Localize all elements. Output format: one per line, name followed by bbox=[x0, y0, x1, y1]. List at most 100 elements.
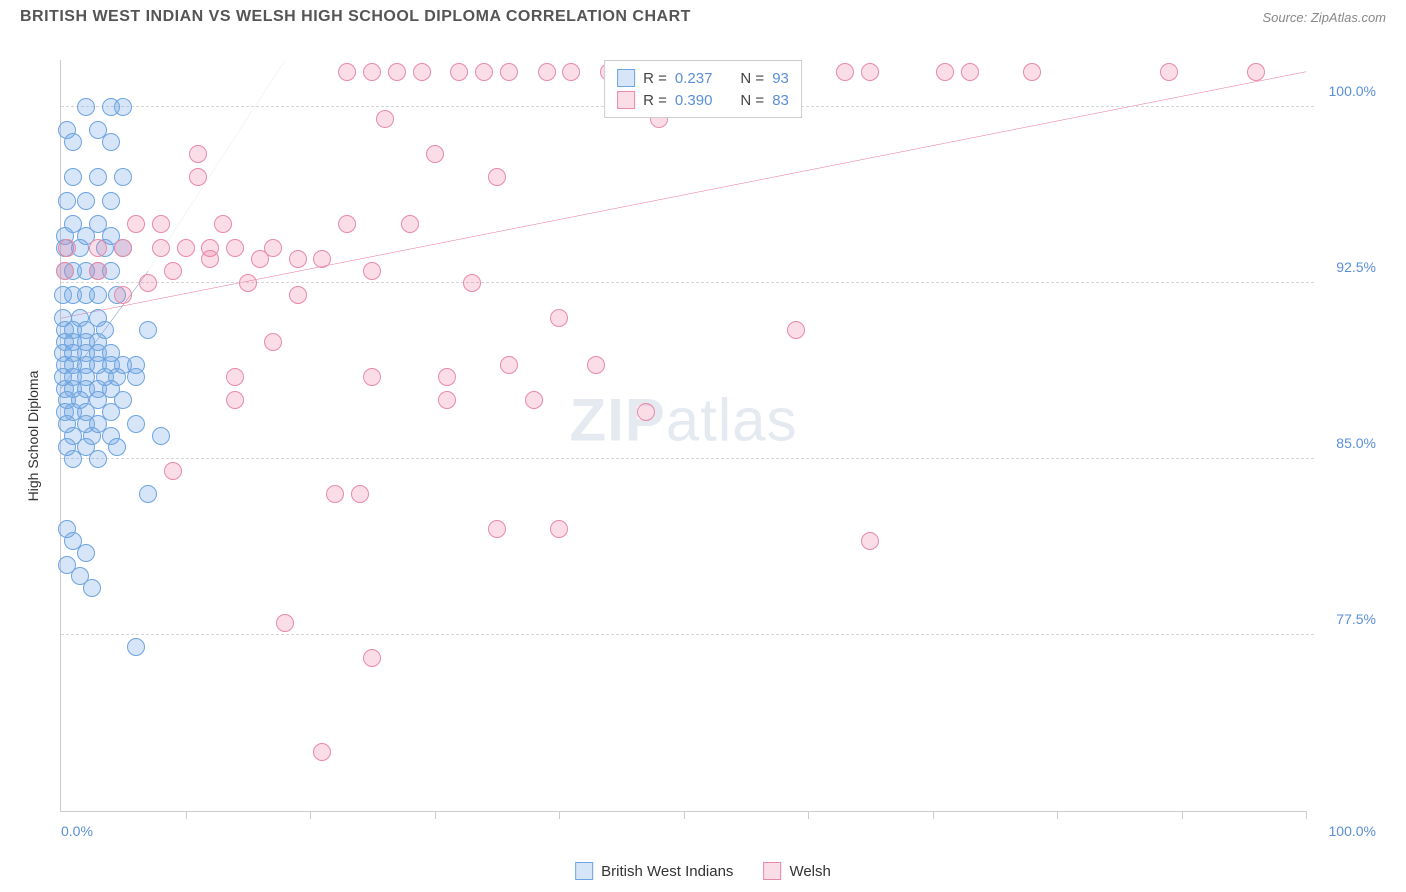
data-point bbox=[637, 403, 655, 421]
data-point bbox=[836, 63, 854, 81]
data-point bbox=[226, 368, 244, 386]
data-point bbox=[264, 333, 282, 351]
x-axis-max-label: 100.0% bbox=[1329, 823, 1376, 839]
data-point bbox=[77, 98, 95, 116]
gridline bbox=[61, 458, 1314, 459]
trend-line bbox=[148, 60, 285, 271]
data-point bbox=[189, 145, 207, 163]
data-point bbox=[787, 321, 805, 339]
x-axis-tick bbox=[1306, 811, 1307, 819]
data-point bbox=[127, 638, 145, 656]
data-point bbox=[127, 415, 145, 433]
x-axis-tick bbox=[435, 811, 436, 819]
data-point bbox=[276, 614, 294, 632]
data-point bbox=[401, 215, 419, 233]
data-point bbox=[164, 262, 182, 280]
data-point bbox=[89, 168, 107, 186]
x-axis-tick bbox=[186, 811, 187, 819]
data-point bbox=[936, 63, 954, 81]
legend-swatch bbox=[617, 69, 635, 87]
legend-item: British West Indians bbox=[575, 862, 733, 880]
n-label: N = bbox=[740, 70, 764, 87]
data-point bbox=[226, 391, 244, 409]
data-point bbox=[139, 485, 157, 503]
data-point bbox=[152, 427, 170, 445]
data-point bbox=[114, 239, 132, 257]
data-point bbox=[64, 168, 82, 186]
correlation-legend: R =0.237N =93R =0.390N =83 bbox=[604, 60, 802, 118]
data-point bbox=[289, 286, 307, 304]
data-point bbox=[64, 133, 82, 151]
data-point bbox=[438, 391, 456, 409]
data-point bbox=[114, 168, 132, 186]
data-point bbox=[214, 215, 232, 233]
data-point bbox=[108, 438, 126, 456]
data-point bbox=[152, 215, 170, 233]
data-point bbox=[388, 63, 406, 81]
x-axis-min-label: 0.0% bbox=[61, 823, 93, 839]
data-point bbox=[127, 215, 145, 233]
x-axis-tick bbox=[559, 811, 560, 819]
data-point bbox=[152, 239, 170, 257]
data-point bbox=[587, 356, 605, 374]
y-axis-title: High School Diploma bbox=[25, 370, 41, 501]
legend-series-name: British West Indians bbox=[601, 863, 733, 880]
data-point bbox=[562, 63, 580, 81]
data-point bbox=[83, 579, 101, 597]
legend-swatch bbox=[617, 91, 635, 109]
data-point bbox=[64, 450, 82, 468]
legend-item: Welsh bbox=[763, 862, 830, 880]
data-point bbox=[861, 532, 879, 550]
data-point bbox=[77, 544, 95, 562]
data-point bbox=[363, 262, 381, 280]
data-point bbox=[1247, 63, 1265, 81]
data-point bbox=[89, 450, 107, 468]
data-point bbox=[961, 63, 979, 81]
n-value: 83 bbox=[772, 92, 789, 109]
data-point bbox=[89, 262, 107, 280]
data-point bbox=[500, 356, 518, 374]
data-point bbox=[363, 649, 381, 667]
data-point bbox=[488, 520, 506, 538]
data-point bbox=[1023, 63, 1041, 81]
data-point bbox=[251, 250, 269, 268]
y-axis-tick-label: 92.5% bbox=[1336, 259, 1376, 275]
data-point bbox=[289, 250, 307, 268]
y-axis-tick-label: 100.0% bbox=[1329, 83, 1376, 99]
r-label: R = bbox=[643, 70, 667, 87]
data-point bbox=[338, 63, 356, 81]
data-point bbox=[201, 250, 219, 268]
data-point bbox=[463, 274, 481, 292]
data-point bbox=[56, 262, 74, 280]
data-point bbox=[538, 63, 556, 81]
data-point bbox=[500, 63, 518, 81]
data-point bbox=[313, 250, 331, 268]
legend-row: R = 0.390 N = 83 bbox=[617, 89, 789, 111]
data-point bbox=[1160, 63, 1178, 81]
x-axis-tick bbox=[808, 811, 809, 819]
data-point bbox=[475, 63, 493, 81]
data-point bbox=[550, 309, 568, 327]
r-label: R = bbox=[643, 92, 667, 109]
r-value: 0.390 bbox=[675, 92, 713, 109]
x-axis-tick bbox=[933, 811, 934, 819]
series-legend: British West Indians Welsh bbox=[575, 862, 831, 880]
r-value: 0.237 bbox=[675, 70, 713, 87]
data-point bbox=[89, 239, 107, 257]
data-point bbox=[89, 286, 107, 304]
x-axis-tick bbox=[684, 811, 685, 819]
y-axis-tick-label: 85.0% bbox=[1336, 435, 1376, 451]
data-point bbox=[861, 63, 879, 81]
data-point bbox=[525, 391, 543, 409]
gridline bbox=[61, 634, 1314, 635]
chart-container: High School Diploma 0.0% 100.0% ZIPatlas… bbox=[20, 40, 1386, 832]
data-point bbox=[438, 368, 456, 386]
n-label: N = bbox=[740, 92, 764, 109]
data-point bbox=[326, 485, 344, 503]
data-point bbox=[114, 98, 132, 116]
legend-swatch bbox=[763, 862, 781, 880]
data-point bbox=[363, 63, 381, 81]
data-point bbox=[413, 63, 431, 81]
data-point bbox=[102, 133, 120, 151]
data-point bbox=[127, 368, 145, 386]
